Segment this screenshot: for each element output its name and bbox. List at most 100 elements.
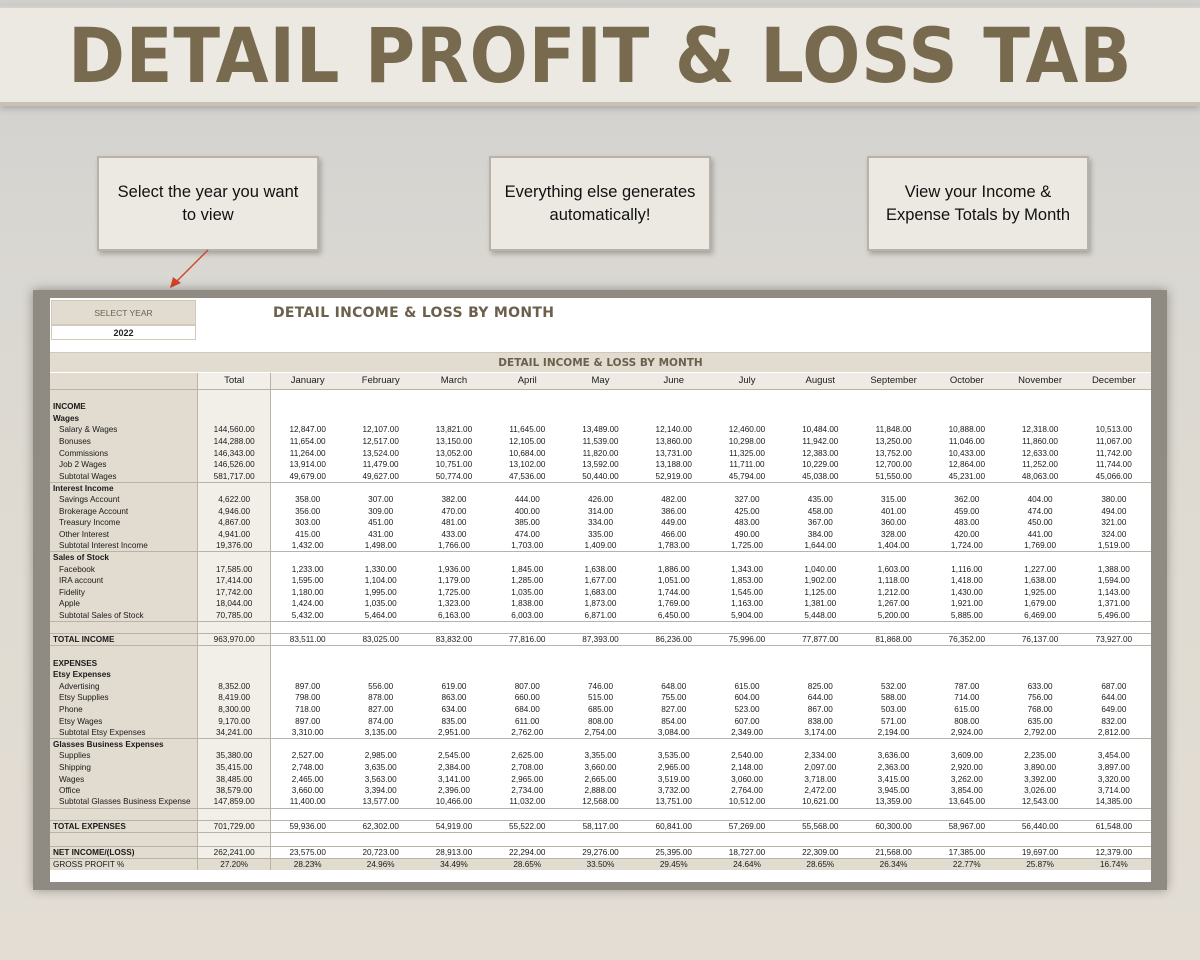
table-row: Etsy Supplies 8,419.00 798.00 878.00 863.00 6… bbox=[50, 692, 1151, 704]
table-row: Bonuses 144,288.00 11,654.00 12,517.00 13,15… bbox=[50, 435, 1151, 448]
month-cell: 3,519.00 bbox=[657, 774, 690, 784]
month-cell bbox=[637, 808, 710, 820]
table-row: IRA account 17,414.00 1,595.00 1,104.00 1,17… bbox=[50, 574, 1151, 587]
row-label: TOTAL EXPENSES bbox=[50, 819, 198, 833]
month-cell: 1,921.00 bbox=[950, 599, 983, 609]
month-cell: 425.00 bbox=[734, 506, 760, 516]
month-cell: 314.00 bbox=[587, 506, 614, 516]
month-cell: 335.00 bbox=[587, 529, 614, 539]
gross-row: GROSS PROFIT % 27.20% 28.23% 24.96% 34.49% 28… bbox=[50, 858, 1151, 870]
month-cell: 1,227.00 bbox=[1024, 564, 1057, 574]
month-cell: 24.64% bbox=[710, 858, 784, 870]
month-cell: 328.00 bbox=[881, 529, 907, 539]
month-cell: 10,888.00 bbox=[948, 425, 986, 435]
month-cell: 1,285.00 bbox=[511, 576, 544, 586]
month-cell: 28.65% bbox=[490, 858, 564, 870]
month-cell bbox=[491, 645, 564, 657]
month-cell: 61,548.00 bbox=[1076, 819, 1151, 833]
month-cell bbox=[710, 482, 783, 494]
month-cell: 2,965.00 bbox=[657, 762, 690, 772]
month-cell bbox=[930, 401, 1003, 413]
month-cell: 2,349.00 bbox=[710, 726, 784, 739]
month-cell: 76,352.00 bbox=[930, 632, 1004, 646]
month-cell: 2,363.00 bbox=[877, 762, 910, 772]
total-cell: 147,859.00 bbox=[197, 796, 272, 809]
total-cell bbox=[197, 482, 272, 494]
month-cell: 77,816.00 bbox=[490, 632, 564, 646]
month-cell: 10,229.00 bbox=[802, 460, 839, 470]
row-label bbox=[50, 832, 198, 846]
month-cell bbox=[344, 413, 417, 425]
month-cell: 12,140.00 bbox=[655, 425, 692, 435]
month-cell: 11,400.00 bbox=[270, 796, 345, 809]
group-row: Etsy Expenses bbox=[50, 668, 1151, 681]
month-cell bbox=[857, 389, 930, 401]
month-cell: 1,116.00 bbox=[951, 564, 983, 574]
group-row: Sales of Stock bbox=[50, 551, 1151, 564]
month-cell bbox=[417, 657, 490, 669]
month-cell: 867.00 bbox=[807, 704, 833, 714]
month-cell: 1,233.00 bbox=[291, 564, 324, 574]
callout-monthly-totals: View your Income & Expense Totals by Mon… bbox=[867, 156, 1089, 251]
month-cell bbox=[417, 389, 490, 401]
row-label: Subtotal Etsy Expenses bbox=[50, 726, 198, 739]
month-cell: 756.00 bbox=[1027, 693, 1053, 703]
month-cell: 12,460.00 bbox=[728, 425, 766, 435]
month-cell bbox=[1077, 389, 1151, 401]
month-cell: 24.96% bbox=[344, 858, 418, 870]
month-cell: 1,163.00 bbox=[731, 599, 763, 609]
month-cell bbox=[930, 669, 1003, 681]
month-cell: 470.00 bbox=[441, 506, 467, 516]
total-cell bbox=[197, 551, 272, 564]
net-row: NET INCOME/(LOSS) 262,241.00 23,575.00 20,7… bbox=[50, 845, 1151, 859]
month-cell: 11,046.00 bbox=[948, 437, 985, 447]
row-label: Subtotal Sales of Stock bbox=[50, 609, 198, 622]
month-cell bbox=[637, 832, 710, 846]
month-cell bbox=[1003, 657, 1076, 669]
table-row: Phone 8,300.00 718.00 827.00 634.00 684.00 685… bbox=[50, 703, 1151, 716]
month-cell bbox=[344, 657, 417, 669]
total-cell bbox=[197, 738, 272, 751]
month-cell: 28,913.00 bbox=[417, 845, 491, 859]
row-label: Commissions bbox=[50, 447, 198, 459]
total-cell: 38,485.00 bbox=[197, 773, 272, 785]
month-cell: 459.00 bbox=[954, 506, 980, 516]
month-cell bbox=[930, 389, 1003, 401]
month-cell: 367.00 bbox=[807, 518, 833, 528]
title-banner: DETAIL PROFIT & LOSS TAB bbox=[0, 6, 1200, 106]
select-year-dropdown[interactable]: 2022 bbox=[51, 325, 196, 340]
month-cell: 604.00 bbox=[734, 693, 760, 703]
month-cell: 660.00 bbox=[514, 693, 540, 703]
month-cell: 435.00 bbox=[807, 495, 833, 505]
month-cell: 2,148.00 bbox=[731, 762, 763, 772]
month-cell: 77,877.00 bbox=[783, 632, 857, 646]
month-cell: 5,885.00 bbox=[930, 609, 1004, 622]
row-label: NET INCOME/(LOSS) bbox=[50, 845, 198, 859]
total-cell: 35,380.00 bbox=[197, 750, 272, 762]
row-label: Savings Account bbox=[50, 493, 198, 506]
month-cell: 13,731.00 bbox=[655, 448, 692, 458]
month-cell bbox=[784, 552, 857, 564]
month-cell: 420.00 bbox=[954, 529, 980, 539]
month-cell bbox=[417, 482, 490, 494]
month-cell bbox=[1003, 401, 1076, 413]
gap-row bbox=[50, 645, 1151, 658]
month-cell: 838.00 bbox=[807, 716, 833, 726]
month-cell bbox=[1003, 645, 1076, 657]
month-cell: 401.00 bbox=[881, 506, 907, 516]
table-row: Treasury Income 4,867.00 303.00 451.00 481.0… bbox=[50, 516, 1151, 529]
month-cell bbox=[637, 621, 710, 633]
month-cell: 1,498.00 bbox=[344, 540, 418, 553]
row-label: Wages bbox=[50, 773, 198, 785]
month-cell bbox=[491, 413, 564, 425]
month-cell: 11,645.00 bbox=[509, 425, 546, 435]
month-cell bbox=[710, 401, 783, 413]
month-cell bbox=[710, 808, 783, 820]
column-header-may: May bbox=[563, 373, 638, 390]
month-cell: 633.00 bbox=[1027, 681, 1053, 691]
month-cell: 5,904.00 bbox=[710, 609, 784, 622]
subtotal-row: Subtotal Glasses Business Expense 147,859… bbox=[50, 796, 1151, 809]
total-cell: 8,419.00 bbox=[197, 692, 272, 704]
month-cell: 50,440.00 bbox=[563, 470, 638, 483]
month-cell: 13,645.00 bbox=[930, 796, 1004, 809]
